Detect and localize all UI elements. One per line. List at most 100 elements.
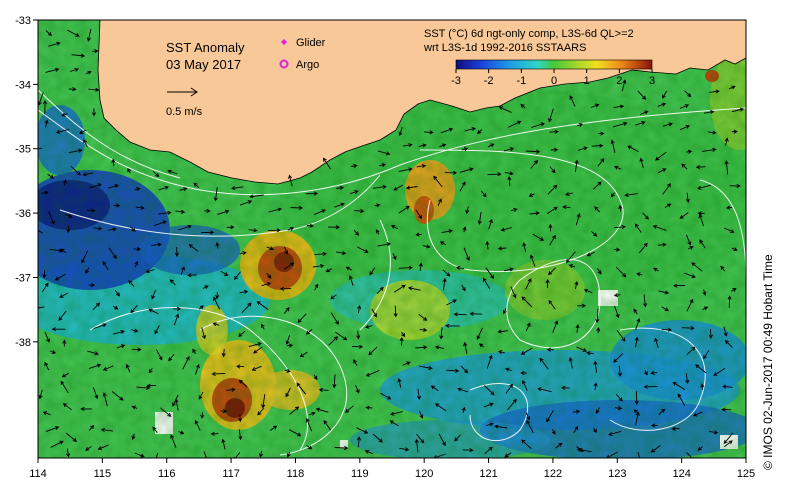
current-arrow [686, 149, 693, 154]
current-arrow [67, 29, 80, 37]
current-arrow [134, 260, 139, 268]
current-arrow [640, 110, 649, 115]
current-arrow [724, 340, 733, 348]
current-arrow [62, 403, 72, 411]
current-arrow [38, 389, 43, 400]
current-arrow [476, 327, 483, 340]
current-arrow [487, 172, 502, 177]
colorbar-tick-label: 2 [616, 75, 622, 87]
current-arrow [211, 371, 226, 377]
current-arrow [702, 306, 709, 311]
current-arrow [592, 427, 597, 433]
current-arrow [356, 427, 369, 434]
current-arrow [130, 305, 138, 314]
current-arrow [92, 302, 101, 311]
current-arrow [42, 99, 48, 115]
current-arrow [433, 175, 443, 188]
current-arrow [238, 330, 246, 337]
colorbar-title-1: SST (°C) 6d ngt-only comp, L3S-6d QL>=2 [424, 28, 634, 40]
current-arrow [221, 348, 226, 358]
current-arrow [111, 391, 124, 401]
x-tick-label: 124 [672, 468, 690, 480]
current-arrow [86, 208, 96, 213]
current-arrow [187, 273, 197, 278]
current-arrow [231, 186, 244, 191]
current-arrow [356, 330, 361, 340]
current-arrow [608, 430, 622, 436]
current-arrow [477, 211, 482, 225]
current-arrow [88, 283, 96, 288]
current-arrow [723, 326, 728, 337]
current-arrow [444, 170, 458, 175]
legend-argo: Argo [296, 59, 319, 71]
current-arrow [416, 163, 427, 169]
current-arrow [510, 286, 517, 299]
current-arrow [68, 148, 83, 154]
x-tick-label: 125 [737, 468, 755, 480]
current-arrow [102, 261, 109, 271]
current-arrow [213, 187, 218, 202]
colorbar-tick-label: -1 [516, 75, 526, 87]
current-arrow [661, 327, 673, 332]
current-arrow [299, 351, 308, 358]
current-arrow [398, 127, 403, 137]
current-arrow [393, 184, 403, 191]
colorbar-tick-label: 1 [584, 75, 590, 87]
current-arrow [655, 151, 667, 161]
current-arrow [125, 363, 131, 373]
current-arrow [61, 372, 69, 378]
current-arrow [371, 308, 377, 318]
colorbar-tick-label: -2 [484, 75, 494, 87]
current-arrow [525, 149, 541, 154]
current-arrow [377, 150, 391, 156]
current-arrow [85, 267, 90, 274]
map-title: SST Anomaly [166, 40, 245, 55]
current-arrow [528, 193, 535, 197]
current-arrow [537, 387, 552, 393]
current-arrow [236, 364, 245, 369]
current-arrow [220, 409, 228, 414]
current-arrow [325, 268, 332, 273]
current-arrow [85, 70, 92, 75]
current-arrow [576, 447, 592, 453]
current-arrow [108, 227, 117, 232]
current-arrow [477, 129, 483, 135]
current-arrow [148, 308, 159, 315]
current-arrow [685, 373, 690, 385]
current-arrow [102, 392, 108, 407]
current-arrow [522, 379, 528, 391]
current-arrow [657, 102, 667, 107]
x-tick-label: 119 [351, 468, 369, 480]
current-arrow [723, 432, 734, 445]
current-arrow [151, 289, 156, 300]
current-arrow [453, 312, 467, 317]
current-arrow [393, 305, 398, 318]
current-arrow [724, 160, 729, 175]
current-arrow [114, 290, 120, 297]
current-arrow [253, 346, 263, 354]
current-arrow [398, 265, 414, 270]
current-arrow [634, 223, 642, 233]
current-arrow [131, 433, 136, 440]
current-arrow [613, 293, 621, 298]
current-arrow [419, 410, 424, 419]
current-arrow [568, 356, 573, 369]
current-arrow [153, 220, 167, 227]
current-arrow [677, 393, 686, 407]
current-arrow [434, 345, 444, 350]
current-arrow [399, 336, 404, 346]
current-arrow [633, 308, 638, 315]
x-tick-label: 120 [415, 468, 433, 480]
current-arrow [636, 272, 643, 277]
current-arrow [577, 146, 588, 151]
current-arrow [594, 206, 601, 213]
current-arrow [376, 286, 384, 295]
current-arrow [41, 190, 49, 195]
current-arrow [522, 242, 527, 252]
current-arrow [586, 351, 594, 356]
current-arrow [364, 449, 374, 455]
current-arrow [662, 183, 671, 195]
current-arrow [574, 280, 579, 290]
current-arrow [238, 379, 248, 388]
